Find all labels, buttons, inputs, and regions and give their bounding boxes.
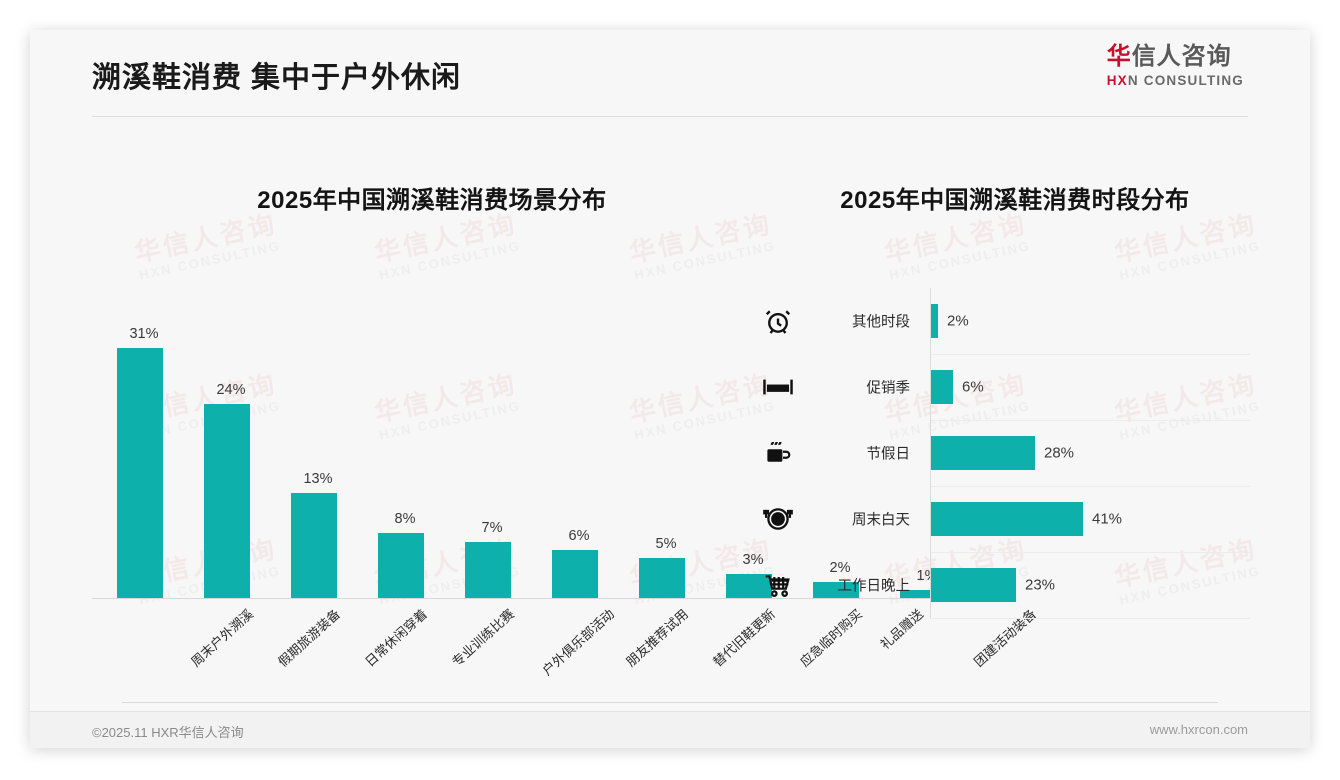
- copyright-text: ©2025.11 HXR华信人咨询: [92, 725, 244, 740]
- bar: [291, 493, 337, 598]
- logo-english-text: HXN CONSULTING: [1107, 73, 1244, 88]
- bar-group: 13%: [274, 286, 362, 598]
- source-divider: [122, 702, 1218, 703]
- table-row: 周末白天 41%: [750, 488, 1250, 550]
- page-title: 溯溪鞋消费 集中于户外休闲: [92, 62, 462, 94]
- logo-en-rest: N CONSULTING: [1127, 73, 1244, 89]
- footer-bar: ©2025.11 HXR华信人咨询 www.hxrcon.com: [30, 711, 1310, 748]
- gridline: [930, 618, 1250, 619]
- bar-value-label: 28%: [1044, 444, 1075, 462]
- alarm-clock-icon: [758, 301, 798, 341]
- logo-en-accent: HX: [1106, 73, 1128, 89]
- time-distribution-panel: 2025年中国溯溪鞋消费时段分布 其他时段 2% 促销季 6% 节假日 28% 周末白天 41…: [750, 180, 1250, 700]
- logo-chinese-text: 华信人咨询: [1106, 43, 1244, 70]
- bar: [726, 574, 772, 598]
- bar-value-label: 23%: [1025, 576, 1056, 594]
- table-row: 促销季 6%: [750, 356, 1250, 418]
- bar: [465, 542, 511, 598]
- table-row: 节假日 28%: [750, 422, 1250, 484]
- gridline: [930, 354, 1250, 355]
- category-label: 朋友推荐试用: [623, 606, 692, 670]
- bar-group: 24%: [187, 286, 275, 598]
- vertical-bar-chart: 31% 24% 13% 8% 7% 6% 5% 3% 2% 1% 周末户外溯溪 假期旅游装备 日常休闲…: [92, 286, 1039, 686]
- bar-value-label: 2%: [947, 312, 969, 330]
- bar: [900, 590, 946, 598]
- header-divider: [92, 116, 1248, 117]
- bar: [552, 550, 598, 598]
- left-chart-title: 2025年中国溯溪鞋消费场景分布: [257, 187, 607, 214]
- scenario-distribution-panel: 2025年中国溯溪鞋消费场景分布 31% 24% 13% 8% 7% 6% 5% 3% 2% 1%…: [92, 180, 1039, 700]
- horizontal-chart-axis: [930, 288, 931, 618]
- bar-value-label: 8%: [394, 511, 416, 527]
- bar-value-label: 2%: [829, 560, 851, 576]
- category-label: 周末白天: [852, 512, 910, 529]
- bar-group: 5%: [622, 286, 710, 598]
- gridline: [930, 420, 1250, 421]
- website-url: www.hxrcon.com: [1149, 722, 1248, 737]
- dining-plate-icon: [758, 499, 798, 539]
- horizontal-bar-chart: 其他时段 2% 促销季 6% 节假日 28% 周末白天 41% 工作日晚上 23%: [750, 286, 1250, 666]
- right-chart-title: 2025年中国溯溪鞋消费时段分布: [840, 187, 1190, 214]
- bar: [117, 348, 163, 598]
- bar: [378, 533, 424, 598]
- gridline: [930, 552, 1250, 553]
- bar-group: 8%: [361, 286, 449, 598]
- category-label: 其他时段: [852, 314, 910, 331]
- bar-value-label: 6%: [962, 378, 984, 396]
- category-label: 节假日: [866, 446, 911, 463]
- coffee-mug-icon: [758, 433, 798, 473]
- category-label: 户外俱乐部活动: [539, 606, 618, 679]
- bar: [639, 558, 685, 598]
- bar-group: 31%: [100, 286, 188, 598]
- category-label: 假期旅游装备: [275, 606, 344, 670]
- bar-value-label: 7%: [481, 520, 503, 536]
- bar-group: 3%: [709, 286, 797, 598]
- slide-header: 溯溪鞋消费 集中于户外休闲 华信人咨询 HXN CONSULTING: [30, 30, 1310, 117]
- category-label: 工作日晚上: [837, 578, 911, 595]
- bar: [931, 436, 1035, 470]
- gridline: [930, 486, 1250, 487]
- bar: [813, 582, 859, 598]
- bar-value-label: 31%: [129, 326, 159, 342]
- category-label: 日常休闲穿着: [362, 606, 431, 670]
- bar-group: 7%: [448, 286, 536, 598]
- bar-value-label: 24%: [216, 382, 246, 398]
- logo-chinese-rest: 信人咨询: [1131, 43, 1232, 70]
- category-label: 周末户外溯溪: [188, 606, 257, 670]
- bar-value-label: 5%: [655, 536, 677, 552]
- table-row: 工作日晚上 23%: [750, 554, 1250, 616]
- bed-icon: [758, 367, 798, 407]
- bar: [931, 568, 1016, 602]
- category-label: 促销季: [866, 380, 911, 397]
- category-label: 专业训练比赛: [449, 606, 518, 670]
- vertical-chart-plot-area: 31% 24% 13% 8% 7% 6% 5% 3% 2% 1%: [100, 286, 972, 598]
- company-logo: 华信人咨询 HXN CONSULTING: [1106, 43, 1244, 88]
- bar-value-label: 13%: [303, 471, 333, 487]
- slide-card: 溯溪鞋消费 集中于户外休闲 华信人咨询 HXN CONSULTING 华信人咨询…: [30, 30, 1310, 748]
- bar-group: 6%: [535, 286, 623, 598]
- bar: [931, 502, 1083, 536]
- bar: [204, 404, 250, 598]
- bar: [931, 370, 953, 404]
- shopping-cart-icon: [758, 565, 798, 605]
- logo-accent-char: 华: [1106, 43, 1132, 70]
- bar-value-label: 6%: [568, 528, 590, 544]
- bar-value-label: 41%: [1092, 510, 1123, 528]
- bar: [931, 304, 938, 338]
- vertical-chart-baseline: [92, 598, 964, 599]
- table-row: 其他时段 2%: [750, 290, 1250, 352]
- bar-value-label: 3%: [742, 552, 764, 568]
- bar-group: 2%: [796, 286, 884, 598]
